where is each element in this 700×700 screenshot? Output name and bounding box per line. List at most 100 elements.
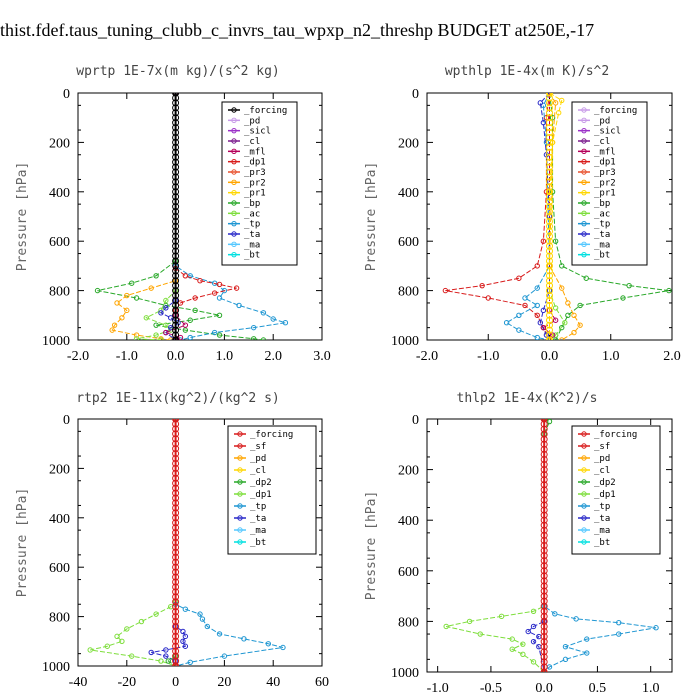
legend-entry-pr2: _pr2: [244, 178, 266, 188]
x-tick-label: 0.0: [535, 681, 553, 696]
series-point: [87, 647, 93, 653]
series-point: [577, 302, 583, 309]
legend-entry-dp1: _dp1: [594, 158, 616, 168]
legend-marker: [237, 443, 243, 449]
chart-title: rtp2 1E-11x(kg^2)/(kg^2 s): [76, 391, 280, 406]
legend-marker: [231, 127, 237, 134]
zero-column-marker: [172, 598, 180, 606]
zero-column-marker: [540, 420, 548, 428]
zero-column-marker: [540, 663, 548, 671]
zero-column-marker: [540, 450, 548, 458]
series-point: [250, 324, 257, 331]
zero-column-marker: [540, 592, 548, 600]
zero-column-marker: [546, 104, 553, 112]
zero-column-marker: [546, 262, 553, 270]
x-tick-label: -1.0: [477, 349, 499, 364]
legend-marker: [581, 467, 587, 473]
series-point: [119, 315, 125, 321]
series-point: [620, 295, 626, 301]
series-point: [124, 292, 130, 299]
series-line-tp: [543, 419, 657, 672]
x-tick-label: -1.0: [427, 681, 449, 696]
zero-column-marker: [546, 143, 553, 151]
zero-column-marker: [540, 435, 548, 443]
zero-column-marker: [540, 653, 548, 661]
zero-column-marker: [172, 420, 180, 428]
zero-column-marker: [172, 178, 180, 186]
legend-marker: [581, 231, 587, 237]
series-point: [260, 310, 267, 316]
legend-entry-bt: _bt: [594, 538, 610, 548]
y-tick-label: 800: [49, 285, 70, 300]
zero-column-marker: [172, 509, 180, 517]
zero-column-marker: [172, 647, 180, 655]
zero-column-marker: [172, 534, 180, 542]
legend-entry-pd: _pd: [594, 116, 610, 126]
legend-marker: [231, 231, 237, 237]
y-tick-label: 400: [49, 512, 70, 527]
series-point: [128, 653, 135, 659]
legend-marker: [231, 200, 237, 206]
y-tick-label: 800: [49, 611, 70, 626]
series-point: [211, 280, 218, 286]
zero-column-marker: [172, 109, 180, 117]
series-line-tp: [505, 93, 551, 340]
series-point: [653, 625, 659, 631]
series-point: [168, 315, 174, 321]
series-point: [109, 327, 115, 333]
zero-column-marker: [172, 519, 180, 527]
zero-column-marker: [172, 558, 180, 566]
y-tick-label: 800: [398, 285, 419, 300]
zero-column-marker: [172, 217, 180, 225]
zero-column-marker: [172, 99, 180, 107]
zero-column-marker: [546, 296, 553, 304]
zero-column-marker: [540, 577, 548, 585]
legend-entry-ac: _ac: [244, 209, 260, 219]
zero-column-marker: [172, 203, 180, 211]
zero-column-marker: [172, 464, 180, 472]
legend-marker: [581, 539, 587, 545]
series-point: [559, 324, 565, 331]
legend-marker: [581, 148, 587, 155]
legend-marker: [581, 455, 587, 461]
legend-marker: [581, 117, 587, 124]
series-point: [260, 337, 267, 340]
zero-column-marker: [540, 607, 548, 615]
series-point: [562, 656, 569, 663]
legend-marker: [581, 169, 587, 175]
x-tick-label: 60: [315, 675, 329, 690]
series-point: [540, 307, 547, 314]
zero-column-marker: [540, 440, 548, 448]
legend-entry-sf: _sf: [594, 442, 610, 452]
zero-column-marker: [172, 183, 180, 191]
y-tick-label: 400: [49, 186, 70, 201]
zero-column-marker: [540, 602, 548, 610]
chart-title: thlp2 1E-4x(K^2)/s: [457, 391, 598, 406]
series-point: [537, 320, 544, 326]
legend-marker: [231, 210, 237, 217]
series-point: [133, 295, 140, 301]
legend-entry-ac: _ac: [594, 209, 610, 219]
series-point: [148, 649, 154, 656]
zero-column-marker: [172, 287, 180, 295]
legend-entry-mfl: _mfl: [594, 147, 616, 157]
series-point: [479, 282, 485, 289]
zero-column-marker: [540, 506, 548, 514]
legend-entry-bt: _bt: [244, 251, 260, 261]
y-tick-label: 200: [398, 464, 419, 479]
series-point: [199, 616, 206, 622]
zero-column-marker: [540, 516, 548, 524]
zero-column-marker: [172, 657, 180, 665]
series-point: [250, 336, 257, 340]
legend-entry-forcing: _forcing: [250, 430, 293, 440]
zero-column-marker: [172, 425, 180, 433]
zero-column-marker: [540, 542, 548, 549]
legend-marker: [237, 431, 243, 437]
zero-column-marker: [172, 568, 180, 576]
legend-entry-pd: _pd: [244, 116, 260, 126]
zero-column-marker: [546, 133, 553, 141]
zero-column-marker: [540, 567, 548, 575]
zero-column-marker: [540, 572, 548, 580]
series-point: [516, 275, 522, 281]
zero-column-marker: [172, 173, 180, 181]
